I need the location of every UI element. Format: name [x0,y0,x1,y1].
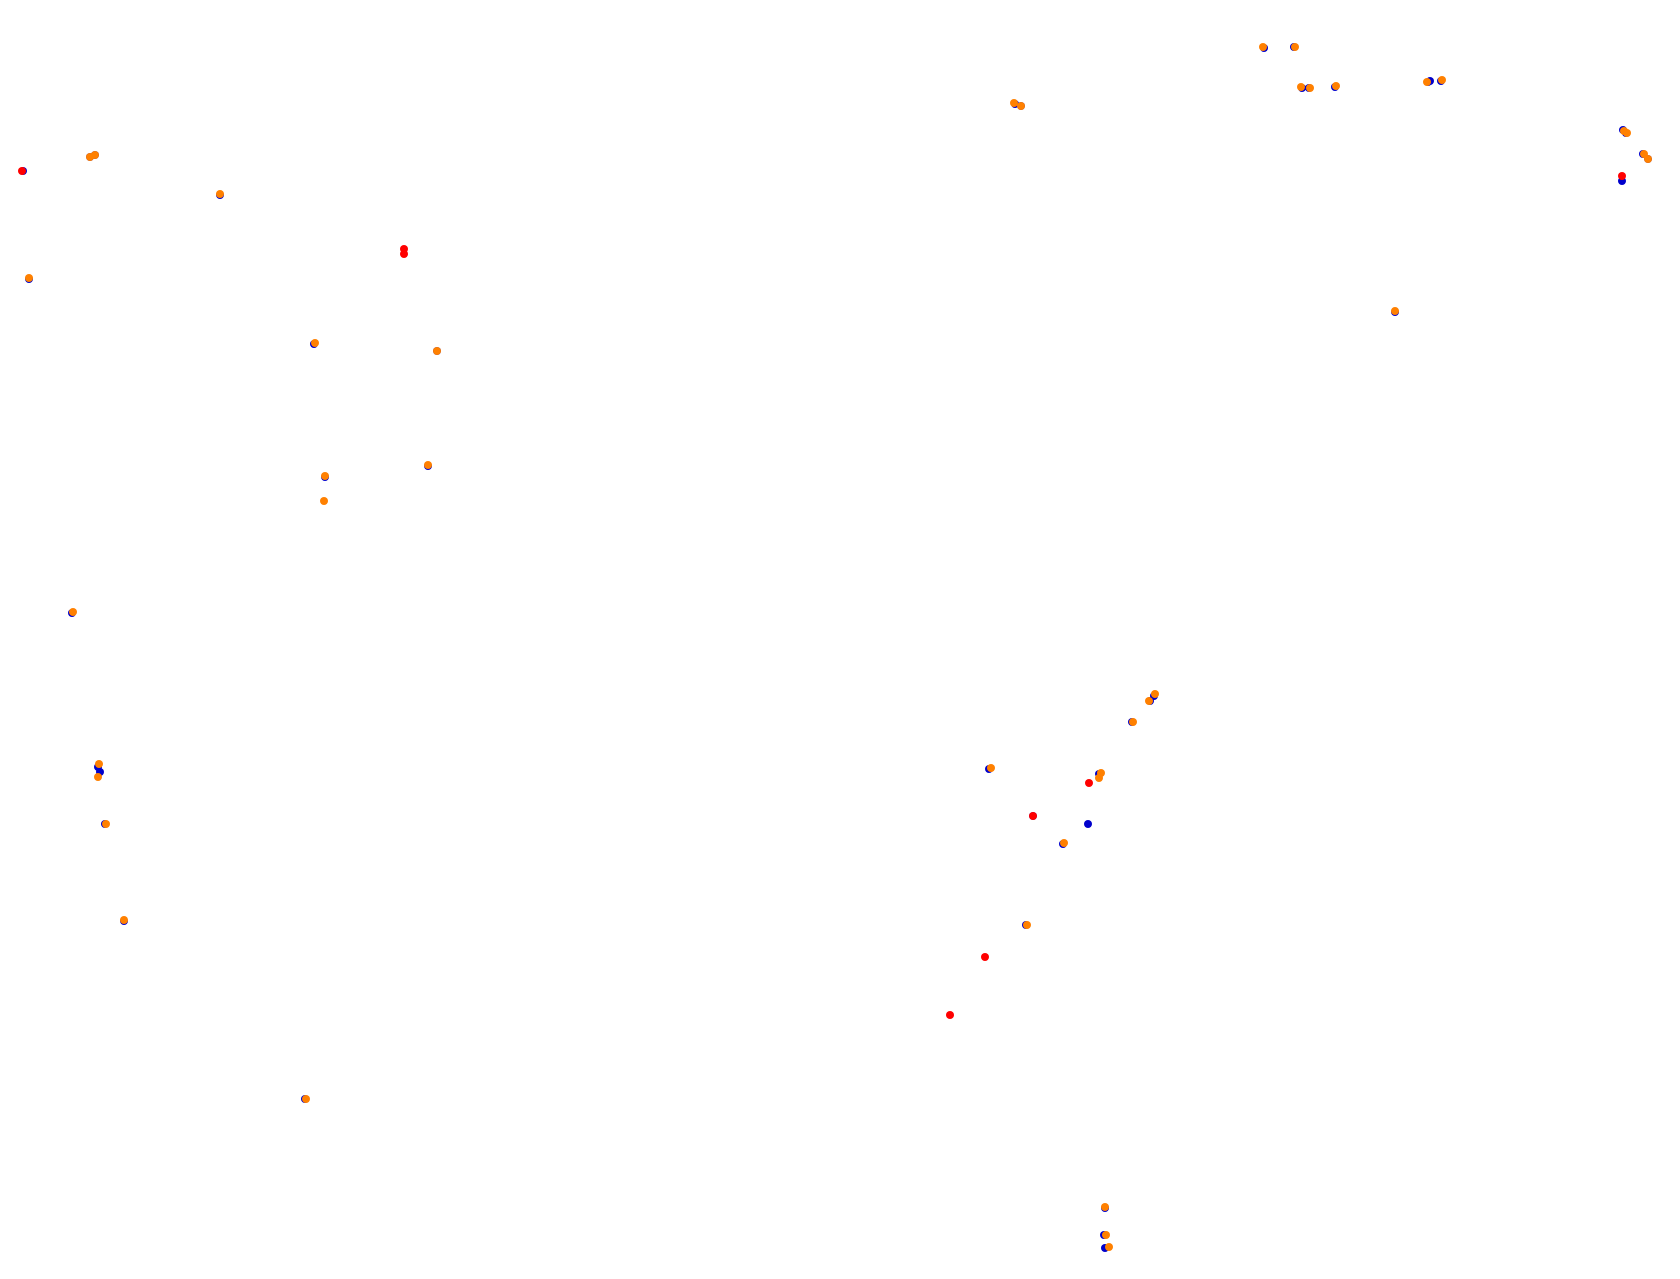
data-point [1332,82,1340,90]
data-point [302,1095,310,1103]
data-point [1623,129,1631,137]
data-point [18,167,26,175]
data-point [400,245,408,253]
data-point [1391,307,1399,315]
data-point [987,764,995,772]
data-point [1085,779,1093,787]
data-point [946,1011,954,1019]
data-point [1297,83,1305,91]
data-point [433,347,441,355]
data-point [1306,84,1314,92]
data-point [69,608,77,616]
data-point [1084,820,1092,828]
data-point [981,953,989,961]
series-1 [25,43,1652,1251]
data-point [1029,812,1037,820]
data-point [1097,769,1105,777]
data-point [321,472,329,480]
series-0 [19,43,1652,1252]
data-point [1023,921,1031,929]
data-point [1145,697,1153,705]
data-point [1105,1243,1113,1251]
data-point [424,461,432,469]
data-point [1438,76,1446,84]
data-point [1423,78,1431,86]
data-point [1017,102,1025,110]
data-point [1101,1203,1109,1211]
data-point [102,820,110,828]
data-point [1151,690,1159,698]
data-point [1640,150,1648,158]
data-point [1129,718,1137,726]
data-point [1010,99,1018,107]
data-point [25,274,33,282]
data-point [320,497,328,505]
data-point [95,760,103,768]
series-2 [18,167,1626,1019]
data-point [94,773,102,781]
data-point [120,916,128,924]
data-point [1102,1231,1110,1239]
data-point [216,190,224,198]
data-point [1060,839,1068,847]
plot-area [18,43,1652,1252]
data-point [1291,43,1299,51]
data-point [1618,172,1626,180]
data-point [1259,43,1267,51]
data-point [311,339,319,347]
data-point [91,151,99,159]
